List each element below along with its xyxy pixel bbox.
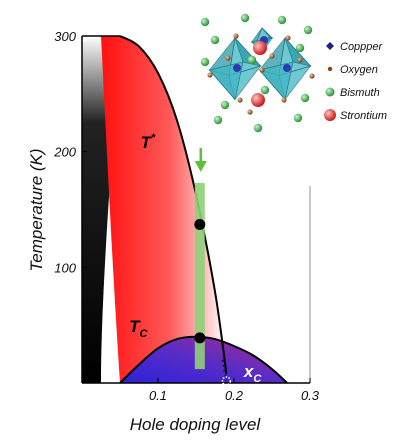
octahedron-face <box>261 27 274 39</box>
strontium-atom <box>253 41 267 55</box>
bismuth-atom <box>220 100 230 110</box>
octahedron-face <box>208 61 244 101</box>
data-point <box>194 332 206 344</box>
annotations: T* TC xC <box>129 132 262 386</box>
x-axis-title: Hole doping level <box>130 415 262 434</box>
legend-label: Oxygen <box>340 64 378 76</box>
y-tick-label: 300 <box>54 29 76 44</box>
green-sphere-icon <box>325 87 335 97</box>
bismuth-atom <box>260 85 270 95</box>
legend-item: Coppper <box>326 41 384 53</box>
oxygen-atom <box>297 57 303 63</box>
critical-point-marker <box>221 376 232 386</box>
bismuth-atom <box>247 55 257 65</box>
x-tick-labels: 0.1 0.2 0.3 <box>149 378 320 403</box>
tstar-label: T* <box>141 132 156 152</box>
bismuth-atom <box>253 123 263 133</box>
small-brown-dot-icon <box>327 66 333 72</box>
critical-dotted-line <box>221 359 228 382</box>
oxygen-atom <box>281 97 287 103</box>
legend-item: Bismuth <box>325 87 380 99</box>
strontium-atom <box>251 93 265 107</box>
x-tick-label: 0.2 <box>225 388 244 403</box>
xc-label: xC <box>243 362 262 385</box>
plot-frame <box>81 35 311 384</box>
oxygen-atom <box>309 73 315 79</box>
x-tick-label: 0.1 <box>149 388 167 403</box>
oxygen-atom <box>207 72 213 78</box>
y-tick-label: 100 <box>54 260 76 275</box>
bismuth-atom <box>300 93 310 103</box>
bismuth-atom <box>200 57 210 67</box>
y-tick-label: 200 <box>53 145 76 160</box>
bismuth-atom <box>200 17 210 27</box>
oxygen-atom <box>269 53 275 59</box>
atom-legend: Coppper Oxygen Bismuth Strontium <box>324 41 387 122</box>
bismuth-atom <box>240 13 250 23</box>
oxygen-atom <box>225 55 231 61</box>
y-tick-labels: 100 200 300 <box>53 29 87 275</box>
oxygen-atom <box>285 35 291 41</box>
copper-atom <box>233 64 241 72</box>
bismuth-atom <box>213 115 223 125</box>
bismuth-atom <box>277 15 287 25</box>
legend-item: Strontium <box>324 109 387 122</box>
legend-label: Strontium <box>340 110 387 122</box>
red-sphere-icon <box>324 109 336 121</box>
bismuth-atom <box>303 25 313 35</box>
bismuth-atom <box>295 43 305 53</box>
x-tick-label: 0.3 <box>301 388 320 403</box>
oxygen-atom <box>259 67 265 73</box>
legend-label: Bismuth <box>340 87 380 99</box>
tc-line <box>119 335 288 384</box>
y-axis-title: Temperature (K) <box>27 148 46 271</box>
oxygen-atom <box>247 109 253 115</box>
legend-label: Coppper <box>340 41 384 53</box>
arrow-down-icon <box>194 161 207 172</box>
octahedron-face <box>284 37 312 67</box>
legend-item: Oxygen <box>327 64 378 76</box>
crystal-structure-illustration <box>195 13 315 140</box>
tc-label: TC <box>129 317 148 340</box>
copper-atom <box>283 64 291 72</box>
octahedron-face <box>258 61 294 101</box>
bismuth-atom <box>210 35 220 45</box>
data-point <box>194 219 206 231</box>
oxygen-atom <box>237 97 243 103</box>
tstar-line <box>119 35 228 374</box>
bismuth-atom <box>293 113 303 123</box>
oxygen-atom <box>233 33 239 39</box>
doping-highlight-band <box>194 182 205 370</box>
blue-diamond-icon <box>326 42 334 50</box>
